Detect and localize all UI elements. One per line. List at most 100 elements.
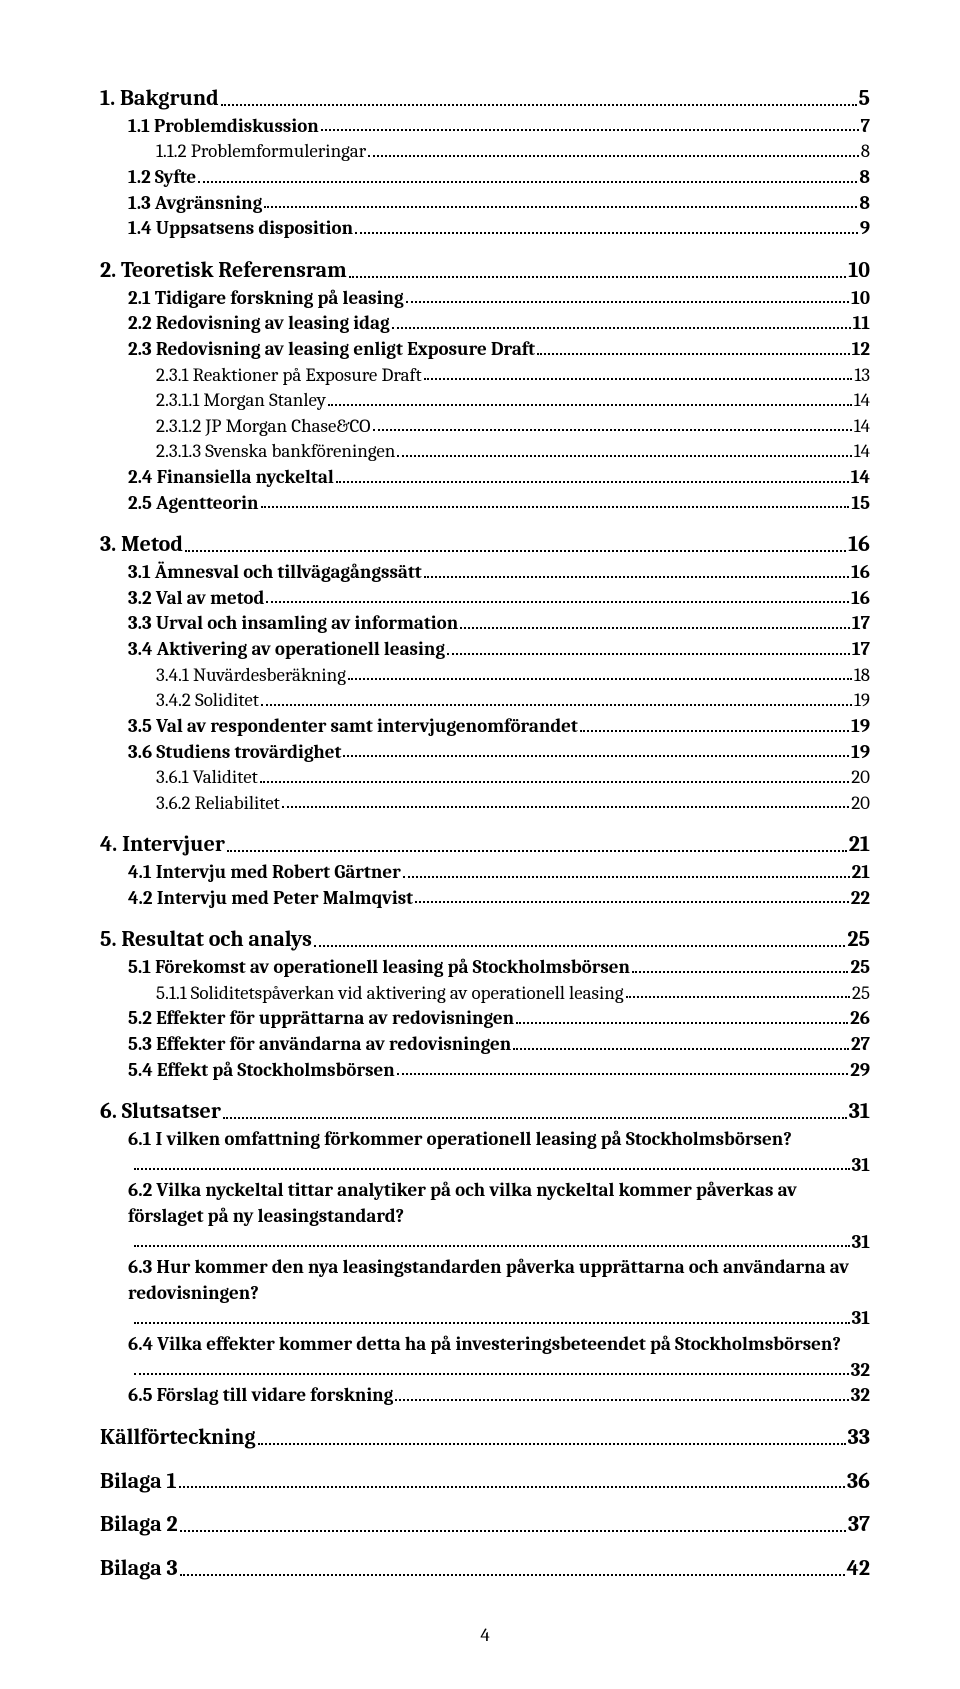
toc-page-number: 25: [852, 981, 870, 1007]
toc-page-number: 9: [860, 216, 870, 242]
toc-dots: [223, 1117, 847, 1119]
toc-label: 6.3 Hur kommer den nya leasingstandarden…: [128, 1256, 849, 1304]
toc-entry: 3.5 Val av respondenter samt intervjugen…: [100, 714, 870, 740]
toc-label: 2.3.1 Reaktioner på Exposure Draft: [156, 363, 422, 389]
toc-page-number: 19: [854, 688, 870, 714]
toc-label: 3.5 Val av respondenter samt intervjugen…: [128, 714, 578, 740]
toc-label-empty: [128, 1153, 132, 1179]
toc-dots: [406, 301, 850, 303]
toc-label: 2. Teoretisk Referensram: [100, 256, 347, 286]
toc-label-empty: [128, 1306, 132, 1332]
toc-entry: 2.2 Redovisning av leasing idag11: [100, 311, 870, 337]
toc-entry: 1. Bakgrund5: [100, 84, 870, 114]
toc-page-number: 10: [851, 286, 870, 312]
toc-entry: 3.2 Val av metod16: [100, 586, 870, 612]
toc-entry-tail: 31: [100, 1230, 870, 1256]
toc-label: 3. Metod: [100, 530, 183, 560]
toc-label: 1.1 Problemdiskussion: [128, 114, 319, 140]
toc-entry: 2.1 Tidigare forskning på leasing 10: [100, 286, 870, 312]
toc-dots: [321, 129, 859, 131]
toc-label: 3.2 Val av metod: [128, 586, 264, 612]
toc-entry: 1.1.2 Problemformuleringar8: [100, 139, 870, 165]
toc-entry: 2.5 Agentteorin15: [100, 491, 870, 517]
toc-page-number: 19: [851, 714, 870, 740]
toc-page-number: 20: [851, 791, 870, 817]
toc-label: 1. Bakgrund: [100, 84, 219, 114]
toc-entry: 1.3 Avgränsning 8: [100, 191, 870, 217]
toc-page-number: 7: [861, 114, 870, 140]
toc-label-empty: [128, 1230, 132, 1256]
toc-dots: [261, 704, 852, 706]
toc-dots: [368, 155, 859, 157]
toc-entry: 3.4.2 Soliditet 19: [100, 688, 870, 714]
toc-page-number: 32: [851, 1358, 870, 1384]
toc-entry: 6.1 I vilken omfattning förkommer operat…: [100, 1127, 870, 1153]
toc-dots: [264, 206, 857, 208]
toc-page-number: 25: [847, 925, 870, 955]
toc-page: 1. Bakgrund51.1 Problemdiskussion 71.1.2 …: [0, 0, 960, 1686]
toc-label: 3.4.1 Nuvärdesberäkning: [156, 663, 346, 689]
toc-entry: 5.1 Förekomst av operationell leasing på…: [100, 955, 870, 981]
toc-entry-tail: 31: [100, 1153, 870, 1179]
toc-entry: 3.6.2 Reliabilitet20: [100, 791, 870, 817]
toc-dots: [395, 1399, 848, 1401]
toc-dots: [198, 181, 857, 183]
toc-entry: 3. Metod 16: [100, 530, 870, 560]
toc-page-number: 8: [859, 165, 870, 191]
toc-dots: [221, 104, 857, 106]
toc-dots: [260, 781, 849, 783]
toc-dots: [513, 1048, 849, 1050]
toc-label: 2.3.1.1 Morgan Stanley: [156, 388, 326, 414]
toc-dots: [415, 901, 849, 903]
toc-dots: [227, 850, 847, 852]
toc-dots: [349, 276, 847, 278]
toc-page-number: 20: [851, 765, 870, 791]
toc-entry: 3.4.1 Nuvärdesberäkning 18: [100, 663, 870, 689]
toc-label: 1.4 Uppsatsens disposition: [128, 216, 353, 242]
toc-page-number: 31: [852, 1230, 870, 1256]
toc-label: 3.6.1 Validitet: [156, 765, 258, 791]
toc-page-number: 14: [851, 465, 870, 491]
toc-page-number: 16: [848, 530, 870, 560]
toc-entry: 4.1 Intervju med Robert Gärtner21: [100, 860, 870, 886]
toc-label: 3.4.2 Soliditet: [156, 688, 259, 714]
toc-dots: [403, 876, 850, 878]
toc-label: 2.4 Finansiella nyckeltal: [128, 465, 334, 491]
toc-page-number: 31: [849, 1097, 870, 1127]
toc-page-number: 22: [851, 886, 870, 912]
toc-entry: Källförteckning33: [100, 1423, 870, 1453]
toc-page-number: 12: [852, 337, 870, 363]
toc-entry: Bilaga 3 42: [100, 1554, 870, 1584]
toc-page-number: 8: [859, 191, 870, 217]
toc-dots: [348, 678, 852, 680]
toc-entry: 3.6 Studiens trovärdighet 19: [100, 740, 870, 766]
toc-entry-tail: 31: [100, 1306, 870, 1332]
toc-label: 3.6 Studiens trovärdighet: [128, 740, 341, 766]
toc-entry: 6.5 Förslag till vidare forskning32: [100, 1383, 870, 1409]
toc-dots: [328, 404, 852, 406]
toc-page-number: 19: [851, 740, 870, 766]
toc-label: 1.2 Syfte: [128, 165, 196, 191]
toc-page-number: 42: [847, 1554, 870, 1584]
toc-entry: 6. Slutsatser31: [100, 1097, 870, 1127]
toc-label: 2.1 Tidigare forskning på leasing: [128, 286, 404, 312]
toc-page-number: 15: [851, 491, 870, 517]
toc-entry: 5.2 Effekter för upprättarna av redovisn…: [100, 1006, 870, 1032]
toc-page-number: 32: [851, 1383, 870, 1409]
toc-dots: [343, 755, 849, 757]
toc-label: Bilaga 3: [100, 1554, 178, 1584]
toc-page-number: 8: [861, 139, 870, 165]
toc-dots: [373, 429, 852, 431]
toc-dots: [258, 1443, 846, 1445]
toc-page-number: 17: [852, 637, 870, 663]
table-of-contents: 1. Bakgrund51.1 Problemdiskussion 71.1.2 …: [100, 84, 870, 1584]
toc-dots: [516, 1022, 848, 1024]
toc-dots: [632, 971, 848, 973]
toc-entry: 2.4 Finansiella nyckeltal 14: [100, 465, 870, 491]
toc-entry: 4.2 Intervju med Peter Malmqvist22: [100, 886, 870, 912]
toc-page-number: 29: [850, 1058, 870, 1084]
toc-page-number: 26: [850, 1006, 870, 1032]
toc-page-number: 18: [854, 663, 870, 689]
toc-label: 1.3 Avgränsning: [128, 191, 262, 217]
toc-label: 3.3 Urval och insamling av information: [128, 611, 458, 637]
